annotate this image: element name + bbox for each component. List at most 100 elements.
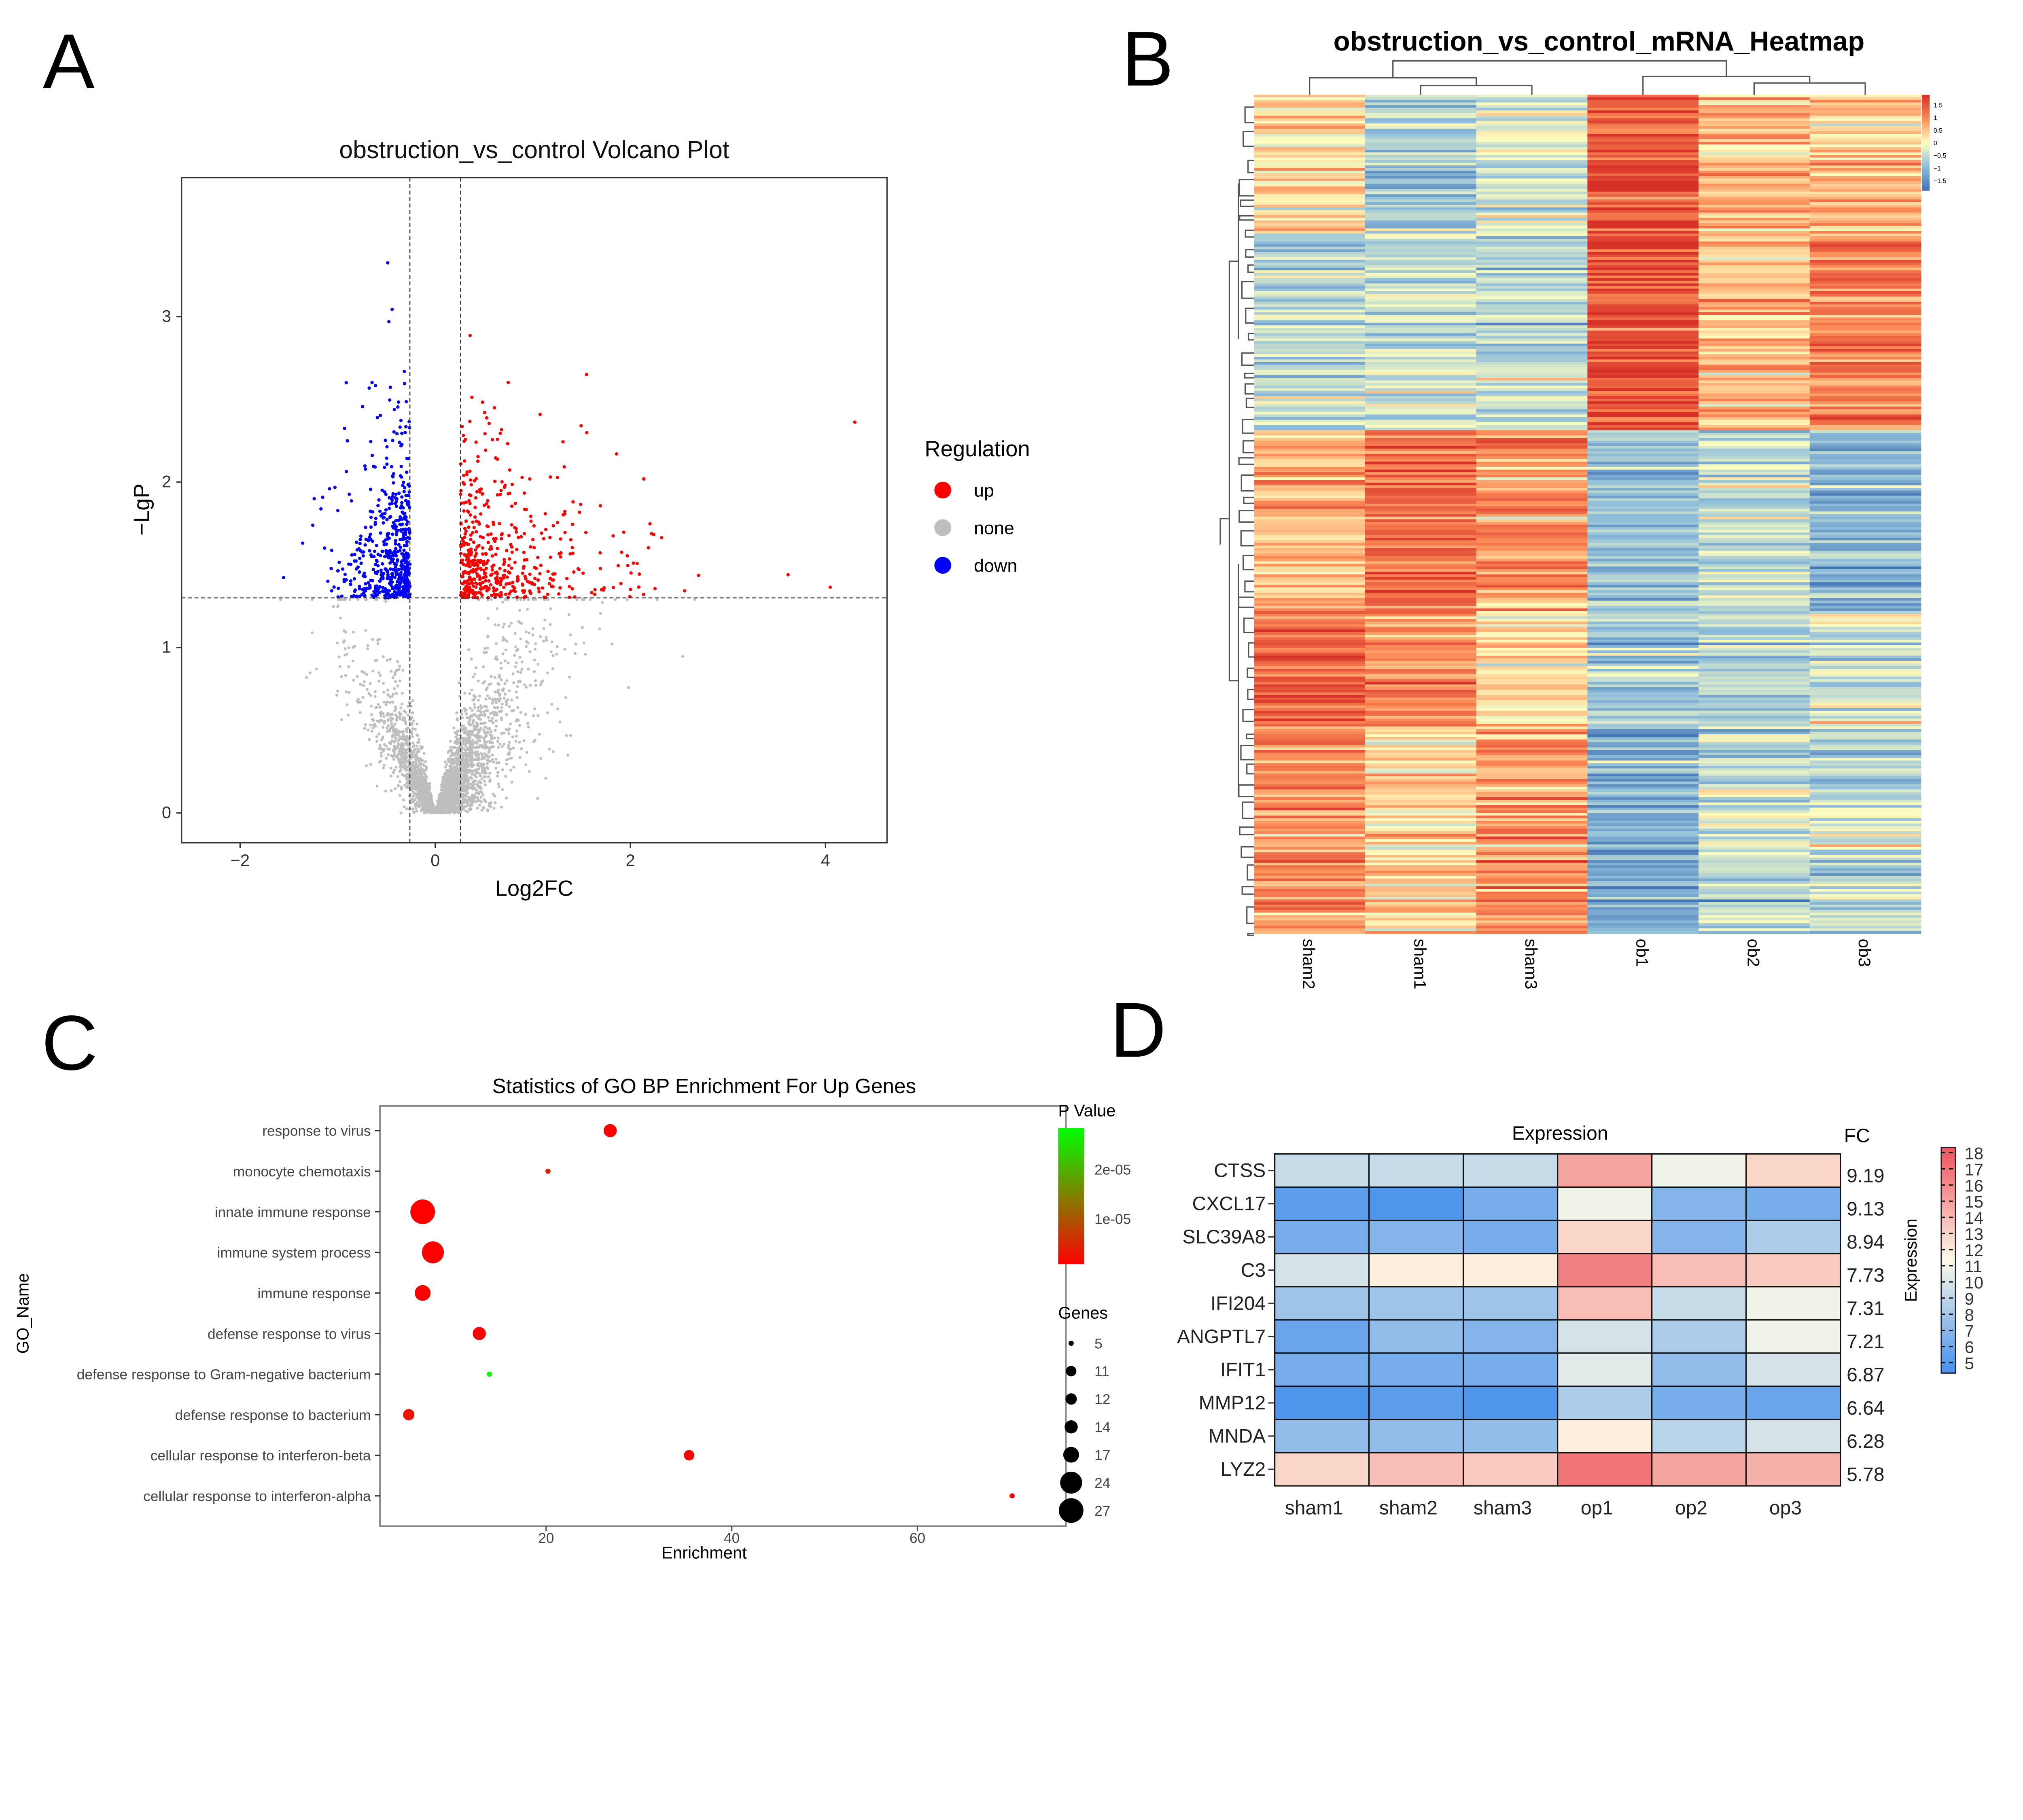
volcano-point — [786, 573, 790, 576]
volcano-point — [476, 709, 479, 712]
heatmap-cell — [1587, 309, 1699, 313]
heatmap-cell — [1587, 207, 1699, 211]
heatmap-cell — [1365, 246, 1477, 250]
heatmap-cell — [1476, 257, 1588, 261]
volcano-point — [539, 635, 542, 638]
volcano-point — [311, 523, 315, 527]
volcano-point — [600, 588, 604, 591]
volcano-point — [403, 765, 406, 769]
heatmap-cell — [1587, 386, 1699, 389]
volcano-point — [349, 583, 352, 586]
volcano-point — [683, 589, 687, 593]
volcano-point — [464, 794, 468, 797]
heatmap-cell — [1809, 186, 1921, 190]
volcano-point — [516, 706, 520, 709]
heatmap-cell — [1365, 336, 1477, 339]
heatmap-cell — [1809, 265, 1921, 268]
heatmap-cell — [1699, 377, 1810, 381]
volcano-point — [491, 758, 494, 761]
volcano-point — [418, 794, 421, 797]
volcano-point — [524, 713, 527, 716]
volcano-point — [482, 710, 486, 714]
volcano-point — [479, 512, 483, 516]
heatmap-cell — [1254, 215, 1366, 218]
heatmap-cell — [1587, 343, 1699, 347]
heatmap-cell — [1587, 189, 1699, 192]
volcano-point — [347, 562, 351, 566]
heatmap-cell — [1809, 225, 1921, 229]
volcano-point — [486, 635, 489, 638]
volcano-point — [513, 632, 517, 635]
heatmap-cell — [1254, 278, 1366, 282]
volcano-point — [508, 468, 512, 472]
volcano-point — [344, 653, 347, 657]
volcano-point — [365, 598, 368, 601]
volcano-point — [382, 655, 385, 658]
heatmap-cell — [1809, 325, 1921, 328]
heatmap-cell — [1365, 155, 1477, 158]
volcano-point — [505, 679, 509, 682]
volcano-point — [422, 752, 426, 755]
heatmap-cell — [1809, 328, 1921, 331]
heatmap-cell — [1476, 215, 1588, 218]
volcano-point — [402, 747, 405, 750]
volcano-point — [385, 462, 389, 466]
heatmap-cell — [1699, 328, 1810, 331]
volcano-point — [425, 775, 428, 778]
heatmap-cell — [1809, 228, 1921, 231]
volcano-point — [461, 481, 465, 485]
volcano-point — [493, 479, 497, 483]
heatmap-cell — [1587, 275, 1699, 279]
heatmap-cell — [1365, 328, 1477, 331]
volcano-point — [475, 582, 479, 586]
volcano-point — [569, 538, 573, 542]
volcano-point — [546, 593, 549, 596]
heatmap-cell — [1699, 150, 1810, 153]
volcano-point — [403, 370, 406, 373]
volcano-point — [557, 552, 561, 556]
volcano-point — [469, 776, 472, 779]
volcano-point — [353, 588, 357, 592]
volcano-point — [461, 572, 465, 576]
volcano-point — [414, 758, 418, 761]
heatmap-cell — [1809, 118, 1921, 121]
heatmap-cell — [1254, 362, 1366, 365]
heatmap-cell — [1809, 320, 1921, 323]
heatmap-cell — [1476, 168, 1588, 171]
volcano-point — [466, 716, 469, 719]
volcano-point — [473, 725, 477, 728]
heatmap-cell — [1476, 312, 1588, 316]
heatmap-cell — [1809, 307, 1921, 310]
heatmap-cell — [1587, 197, 1699, 200]
volcano-point — [488, 749, 491, 752]
volcano-point — [352, 659, 355, 663]
volcano-point — [488, 771, 492, 775]
heatmap-cell — [1476, 220, 1588, 224]
volcano-point — [397, 743, 400, 746]
heatmap-cell — [1699, 181, 1810, 184]
heatmap-cell — [1809, 163, 1921, 166]
volcano-point — [397, 784, 400, 788]
volcano-point — [450, 780, 454, 783]
volcano-point — [349, 579, 353, 583]
volcano-point — [501, 639, 505, 642]
volcano-point — [379, 674, 382, 677]
volcano-point — [367, 586, 371, 590]
volcano-point — [462, 758, 466, 761]
volcano-point — [505, 713, 508, 716]
volcano-point — [398, 794, 401, 797]
volcano-point — [472, 675, 475, 678]
volcano-point — [364, 467, 367, 471]
volcano-point — [511, 672, 515, 676]
heatmap-cell — [1476, 325, 1588, 328]
heatmap-cell — [1587, 126, 1699, 129]
volcano-point — [509, 589, 513, 593]
y-tick-label: 0 — [162, 803, 171, 822]
x-tick-label: −2 — [231, 851, 250, 870]
heatmap-cell — [1476, 210, 1588, 213]
volcano-point — [525, 645, 528, 648]
heatmap-cell — [1699, 346, 1810, 350]
volcano-point — [386, 574, 390, 578]
volcano-point — [384, 439, 387, 442]
volcano-point — [408, 701, 411, 704]
